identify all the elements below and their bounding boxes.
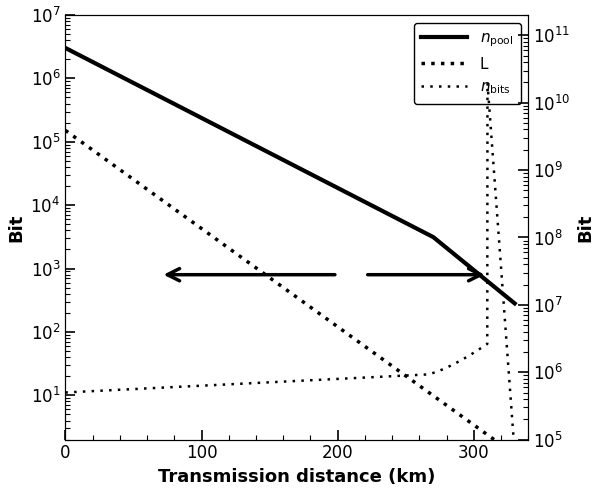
L bbox=[268, 277, 275, 282]
$n_{\rm pool}$ bbox=[511, 300, 518, 306]
$n_{\rm pool}$ bbox=[268, 151, 275, 157]
$n_{\rm pool}$ bbox=[415, 227, 423, 233]
$n_{\rm bits}$ bbox=[85, 388, 92, 394]
L bbox=[62, 127, 69, 133]
$n_{\rm pool}$ bbox=[62, 45, 69, 51]
L bbox=[415, 383, 423, 388]
X-axis label: Transmission distance (km): Transmission distance (km) bbox=[158, 468, 436, 486]
$n_{\rm pool}$ bbox=[498, 290, 505, 296]
$n_{\rm pool}$ bbox=[85, 57, 92, 63]
$n_{\rm pool}$ bbox=[280, 157, 287, 163]
L bbox=[85, 144, 92, 150]
$n_{\rm bits}$ bbox=[498, 273, 505, 279]
$n_{\rm bits}$ bbox=[498, 276, 505, 282]
Line: $n_{\rm pool}$: $n_{\rm pool}$ bbox=[66, 48, 514, 303]
$n_{\rm pool}$ bbox=[498, 290, 505, 296]
Line: L: L bbox=[66, 130, 514, 493]
$n_{\rm bits}$ bbox=[280, 379, 287, 385]
$n_{\rm bits}$ bbox=[415, 372, 423, 378]
Line: $n_{\rm bits}$: $n_{\rm bits}$ bbox=[66, 83, 514, 453]
$n_{\rm bits}$ bbox=[268, 379, 275, 385]
$n_{\rm bits}$ bbox=[484, 80, 491, 86]
Legend: $n_{\rm pool}$, L, $n_{\rm bits}$: $n_{\rm pool}$, L, $n_{\rm bits}$ bbox=[414, 23, 520, 104]
Y-axis label: Bit: Bit bbox=[576, 213, 594, 242]
$n_{\rm bits}$ bbox=[511, 450, 518, 456]
L bbox=[280, 285, 287, 291]
Y-axis label: Bit: Bit bbox=[7, 213, 25, 242]
$n_{\rm bits}$ bbox=[62, 389, 69, 395]
